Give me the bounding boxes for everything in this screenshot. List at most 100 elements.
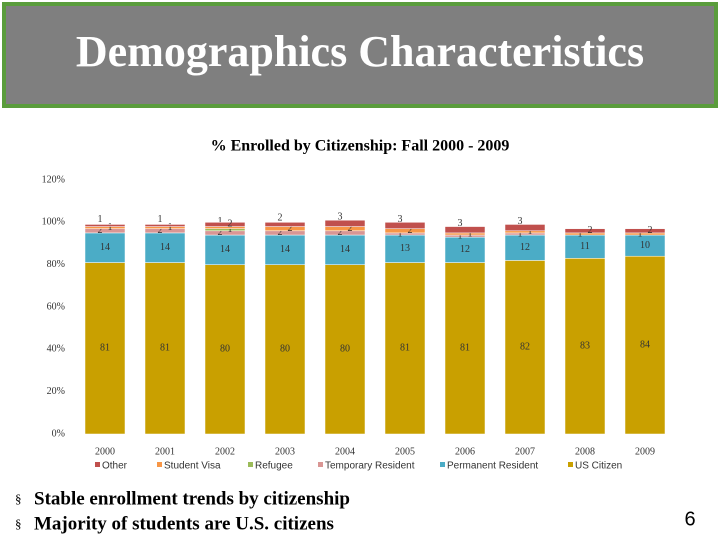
data-label: 81	[160, 343, 170, 354]
title-box	[2, 2, 718, 108]
y-tick-label: 120%	[42, 174, 65, 185]
bar-segment	[384, 234, 426, 263]
y-tick-label: 80%	[47, 259, 65, 270]
data-label: 2	[648, 225, 653, 236]
bar-segment	[384, 228, 426, 234]
x-tick-label: 2007	[515, 446, 535, 457]
data-label: 1	[158, 214, 163, 225]
bar-segment	[504, 234, 546, 261]
legend-marker	[318, 462, 323, 467]
bar-segment	[264, 230, 306, 236]
bar-segment	[264, 234, 306, 265]
data-label: 1	[228, 224, 233, 235]
bar-segment	[144, 228, 186, 234]
data-label: 2	[408, 225, 413, 236]
data-label: 2	[278, 213, 283, 224]
data-label: 14	[160, 242, 170, 253]
x-tick-label: 2008	[575, 446, 595, 457]
bar-segment	[264, 222, 306, 227]
data-label: 13	[400, 243, 410, 254]
data-label: 12	[460, 244, 470, 255]
bar-segment	[324, 234, 366, 265]
data-label: 82	[520, 342, 530, 353]
bar-segment	[84, 224, 126, 227]
bar-segment	[264, 264, 306, 435]
data-label: 1	[458, 230, 463, 241]
legend-marker	[568, 462, 573, 467]
x-tick-label: 2000	[95, 446, 115, 457]
bar-segment	[84, 226, 126, 229]
data-label: 3	[518, 216, 523, 227]
legend-label: Other	[102, 461, 128, 472]
data-label: 10	[640, 240, 650, 251]
data-label: 1	[578, 228, 583, 239]
legend-label: Temporary Resident	[325, 461, 415, 472]
y-tick-label: 100%	[42, 217, 65, 228]
bullet-marker: §	[15, 491, 22, 506]
chart-title: % Enrolled by Citizenship: Fall 2000 - 2…	[211, 138, 510, 155]
data-label: 81	[400, 343, 410, 354]
data-label: 2	[158, 225, 163, 236]
data-label: 80	[280, 344, 290, 355]
bar-segment	[624, 255, 666, 435]
legend-label: Permanent Resident	[447, 461, 538, 472]
bar-segment	[144, 224, 186, 227]
data-label: 81	[100, 343, 110, 354]
data-label: 14	[220, 244, 230, 255]
x-tick-label: 2005	[395, 446, 415, 457]
data-label: 83	[580, 340, 590, 351]
data-label: 12	[520, 242, 530, 253]
bar-segment	[564, 228, 606, 234]
bar-segment	[444, 232, 486, 236]
bar-segment	[324, 226, 366, 232]
legend-marker	[440, 462, 445, 467]
data-label: 11	[580, 241, 590, 252]
data-label: 1	[98, 214, 103, 225]
x-tick-label: 2001	[155, 446, 175, 457]
data-label: 2	[588, 225, 593, 236]
bullet: Stable enrollment trends by citizenship	[34, 488, 350, 509]
data-label: 84	[640, 339, 650, 350]
data-label: 1	[108, 222, 113, 233]
x-tick-label: 2009	[635, 446, 655, 457]
data-label: 1	[218, 216, 223, 227]
bar-segment	[144, 226, 186, 229]
data-label: 14	[100, 242, 110, 253]
bar-segment	[504, 260, 546, 435]
data-label: 2	[278, 227, 283, 238]
bar-segment	[264, 226, 306, 232]
data-label: 2	[288, 223, 293, 234]
bar-segment	[444, 226, 486, 234]
bar-segment	[444, 234, 486, 238]
bar-segment	[384, 232, 426, 236]
x-tick-label: 2002	[215, 446, 235, 457]
legend-marker	[248, 462, 253, 467]
data-label: 2	[348, 223, 353, 234]
data-label: 2	[338, 227, 343, 238]
bar-segment	[144, 262, 186, 435]
bar-segment	[384, 222, 426, 229]
y-tick-label: 20%	[47, 386, 65, 397]
x-tick-label: 2004	[335, 446, 355, 457]
legend-label: Refugee	[255, 461, 293, 472]
bar-segment	[324, 219, 366, 227]
x-tick-label: 2006	[455, 446, 475, 457]
bar-segment	[84, 262, 126, 435]
bullet-marker: §	[15, 516, 22, 531]
data-label: 3	[458, 218, 463, 229]
data-label: 1	[638, 228, 643, 239]
bar-segment	[564, 258, 606, 435]
data-label: 81	[460, 343, 470, 354]
data-label: 80	[220, 344, 230, 355]
bar-segment	[324, 264, 366, 435]
data-label: 80	[340, 344, 350, 355]
x-tick-label: 2003	[275, 446, 295, 457]
legend-marker	[157, 462, 162, 467]
y-tick-label: 40%	[47, 344, 65, 355]
bar-segment	[144, 232, 186, 263]
page-number: 6	[684, 508, 695, 530]
data-label: 2	[228, 219, 233, 230]
data-label: 1	[468, 228, 473, 239]
